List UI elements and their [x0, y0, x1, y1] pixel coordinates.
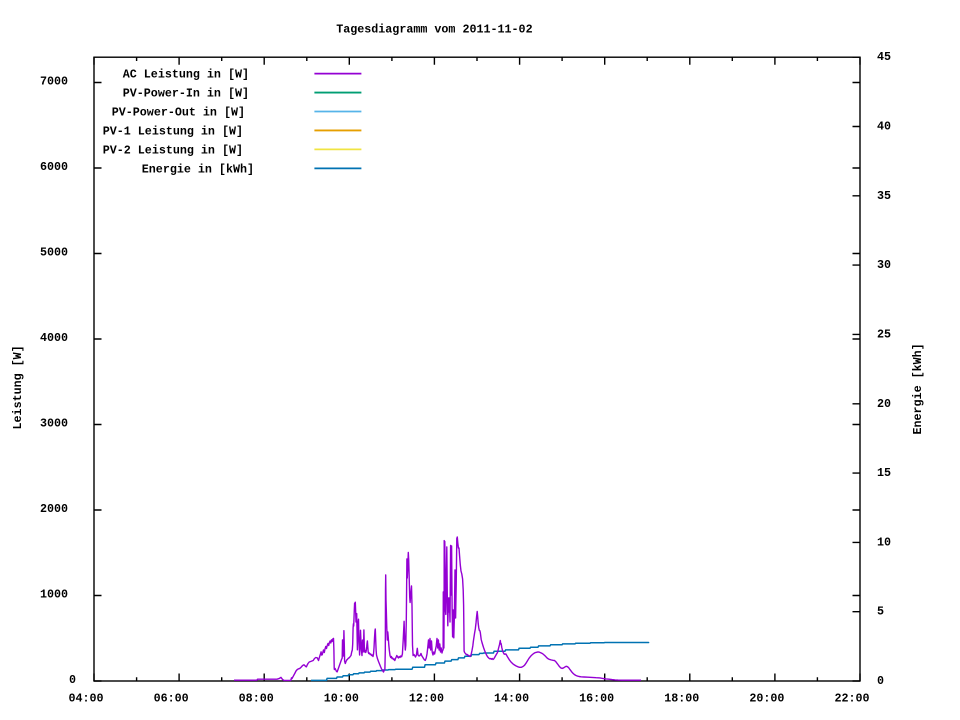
svg-text:12:00: 12:00 — [409, 692, 444, 706]
svg-text:PV-Power-In in [W]: PV-Power-In in [W] — [123, 87, 249, 101]
svg-text:7000: 7000 — [40, 75, 68, 89]
svg-text:1000: 1000 — [40, 588, 68, 602]
svg-text:15: 15 — [877, 466, 891, 480]
svg-text:Tagesdiagramm vom 2011-11-02: Tagesdiagramm vom 2011-11-02 — [336, 23, 532, 37]
svg-text:Energie in [kWh]: Energie in [kWh] — [142, 162, 254, 176]
svg-text:20:00: 20:00 — [749, 692, 784, 706]
svg-text:10: 10 — [877, 535, 891, 549]
svg-text:0: 0 — [69, 673, 76, 687]
svg-text:PV-2 Leistung in [W]: PV-2 Leistung in [W] — [103, 143, 243, 157]
svg-text:5: 5 — [877, 605, 884, 619]
svg-text:Energie [kWh]: Energie [kWh] — [911, 343, 925, 434]
svg-text:5000: 5000 — [40, 246, 68, 260]
svg-text:4000: 4000 — [40, 331, 68, 345]
svg-text:2000: 2000 — [40, 502, 68, 516]
svg-text:30: 30 — [877, 258, 891, 272]
svg-text:18:00: 18:00 — [664, 692, 699, 706]
svg-text:20: 20 — [877, 397, 891, 411]
svg-text:06:00: 06:00 — [154, 692, 189, 706]
svg-text:PV-Power-Out in [W]: PV-Power-Out in [W] — [112, 106, 245, 120]
svg-text:40: 40 — [877, 120, 891, 134]
svg-text:08:00: 08:00 — [239, 692, 274, 706]
svg-text:0: 0 — [877, 674, 884, 688]
svg-text:14:00: 14:00 — [494, 692, 529, 706]
svg-text:3000: 3000 — [40, 417, 68, 431]
svg-text:04:00: 04:00 — [68, 692, 103, 706]
svg-text:Leistung [W]: Leistung [W] — [11, 345, 25, 429]
svg-text:16:00: 16:00 — [579, 692, 614, 706]
svg-text:AC Leistung in [W]: AC Leistung in [W] — [123, 68, 249, 82]
svg-text:6000: 6000 — [40, 160, 68, 174]
svg-text:PV-1 Leistung in [W]: PV-1 Leistung in [W] — [103, 124, 243, 138]
svg-text:35: 35 — [877, 189, 891, 203]
svg-text:10:00: 10:00 — [324, 692, 359, 706]
svg-text:25: 25 — [877, 327, 891, 341]
svg-text:22:00: 22:00 — [834, 692, 869, 706]
svg-text:45: 45 — [877, 50, 891, 64]
